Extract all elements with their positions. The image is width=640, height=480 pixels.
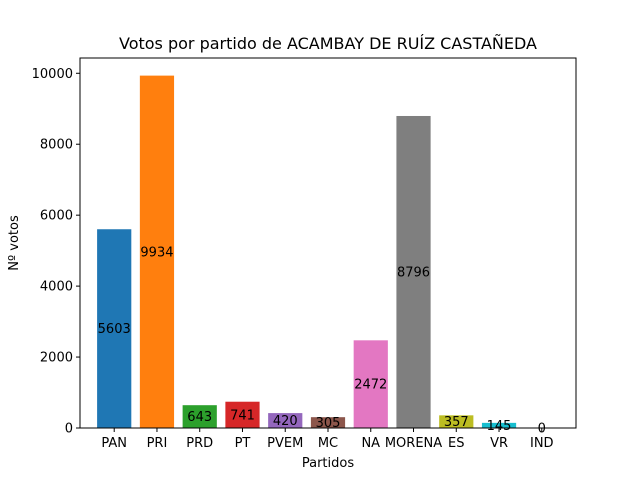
x-tick-label: MC [318, 436, 338, 451]
x-tick-label: PAN [101, 436, 127, 451]
bar-morena [396, 115, 431, 429]
y-tick-label: 0 [65, 422, 73, 437]
bar-pan [97, 229, 132, 428]
chart-title: Votos por partido de ACAMBAY DE RUÍZ CAS… [119, 34, 537, 53]
x-tick-label: VR [490, 436, 508, 451]
x-tick-label: PRI [147, 436, 168, 451]
x-tick-label: PRD [186, 436, 213, 451]
bar-es [439, 415, 474, 428]
data-label-pt: 741 [230, 408, 255, 423]
data-label-es: 357 [444, 415, 469, 430]
data-label-pvem: 420 [273, 414, 298, 429]
data-label-vr: 145 [487, 419, 512, 434]
plot-area: 0 2000 4000 6000 8000 10000 PAN 5603 PRI 9934 PRD 6… [32, 67, 554, 451]
data-label-prd: 643 [187, 410, 212, 425]
bar-vr [481, 422, 517, 428]
y-tick-label: 8000 [40, 138, 73, 153]
bar-pt [225, 401, 260, 428]
x-tick-label: PT [235, 436, 251, 451]
y-tick-label: 6000 [40, 209, 73, 224]
x-tick-label: IND [530, 436, 554, 451]
x-tick-label: NA [361, 436, 380, 451]
data-label-morena: 8796 [397, 265, 430, 280]
data-label-ind: 0 [538, 422, 546, 437]
bar-na [353, 340, 388, 428]
data-label-mc: 305 [316, 416, 341, 431]
y-tick-label: 2000 [40, 351, 73, 366]
data-label-pri: 9934 [140, 245, 173, 260]
x-tick-label: ES [448, 436, 464, 451]
bar-mc [310, 417, 346, 428]
y-tick-label: 10000 [32, 67, 73, 82]
x-tick-label: PVEM [267, 436, 303, 451]
x-axis-label: Partidos [302, 456, 354, 471]
plot-frame [79, 57, 577, 429]
bar-pri [139, 75, 175, 428]
bar-pvem [268, 413, 303, 428]
y-axis-label: Nº votos [7, 215, 22, 271]
y-tick-label: 4000 [40, 280, 73, 295]
data-label-pan: 5603 [98, 322, 131, 337]
x-tick-label: MORENA [385, 436, 442, 451]
data-label-na: 2472 [354, 378, 387, 393]
bar-prd [182, 405, 217, 428]
